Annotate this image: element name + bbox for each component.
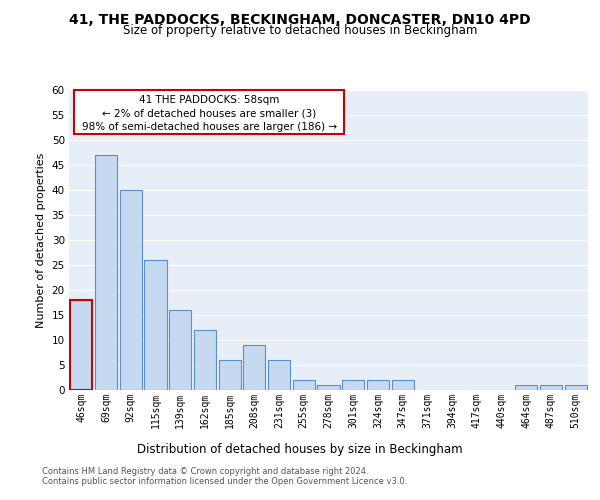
Bar [95, 155, 117, 390]
Bar [342, 380, 364, 390]
Bar [169, 310, 191, 390]
Text: Contains public sector information licensed under the Open Government Licence v3: Contains public sector information licen… [42, 478, 407, 486]
Bar [194, 330, 216, 390]
Text: 41, THE PADDOCKS, BECKINGHAM, DONCASTER, DN10 4PD: 41, THE PADDOCKS, BECKINGHAM, DONCASTER,… [69, 12, 531, 26]
Text: 98% of semi-detached houses are larger (186) →: 98% of semi-detached houses are larger (… [82, 122, 337, 132]
Bar [293, 380, 315, 390]
Bar [515, 385, 538, 390]
Bar [218, 360, 241, 390]
Y-axis label: Number of detached properties: Number of detached properties [36, 152, 46, 328]
FancyBboxPatch shape [74, 90, 344, 134]
Bar [367, 380, 389, 390]
Bar [317, 385, 340, 390]
Bar [119, 190, 142, 390]
Bar [243, 345, 265, 390]
Bar [145, 260, 167, 390]
Bar [392, 380, 414, 390]
Bar [565, 385, 587, 390]
Text: Distribution of detached houses by size in Beckingham: Distribution of detached houses by size … [137, 442, 463, 456]
Text: Size of property relative to detached houses in Beckingham: Size of property relative to detached ho… [123, 24, 477, 37]
Bar [540, 385, 562, 390]
Text: ← 2% of detached houses are smaller (3): ← 2% of detached houses are smaller (3) [102, 109, 316, 119]
Bar [268, 360, 290, 390]
Bar [70, 300, 92, 390]
Text: 41 THE PADDOCKS: 58sqm: 41 THE PADDOCKS: 58sqm [139, 94, 280, 104]
Text: Contains HM Land Registry data © Crown copyright and database right 2024.: Contains HM Land Registry data © Crown c… [42, 468, 368, 476]
